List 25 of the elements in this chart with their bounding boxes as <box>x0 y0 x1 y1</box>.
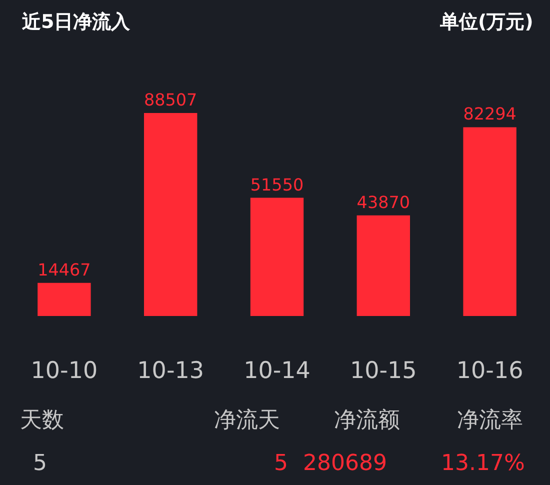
data-label: 43870 <box>356 192 410 212</box>
bar <box>250 198 304 316</box>
text: 净流率 <box>457 408 523 433</box>
chart-subtitle: 单位(万元) <box>439 11 534 33</box>
bar <box>144 113 198 316</box>
chart-title: 近5日净流入 <box>21 11 132 33</box>
text: 280689 <box>303 451 387 476</box>
x-tick-label: 10-10 <box>30 358 98 384</box>
x-tick-label: 10-15 <box>350 358 417 384</box>
x-tick-label: 10-13 <box>137 358 204 384</box>
text: 13.17% <box>441 451 525 476</box>
text: 天数 <box>20 408 64 433</box>
text: 5 <box>274 451 288 476</box>
bar <box>38 282 91 316</box>
data-label: 14467 <box>38 259 91 280</box>
x-tick-label: 10-14 <box>244 358 310 384</box>
bar <box>463 127 516 316</box>
data-label: 88507 <box>144 90 198 110</box>
text: 净流天 <box>214 408 280 433</box>
data-label: 82294 <box>463 104 516 124</box>
text: 5 <box>33 451 47 476</box>
text: 净流额 <box>334 408 400 433</box>
x-tick-label: 10-16 <box>456 358 524 384</box>
data-label: 51550 <box>250 174 304 194</box>
bar <box>356 215 410 316</box>
